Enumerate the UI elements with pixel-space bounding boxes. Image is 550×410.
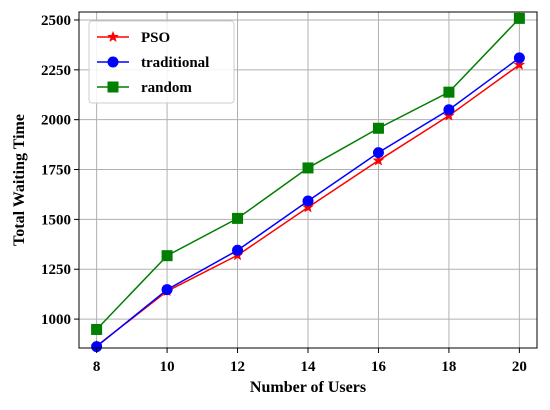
y-tick-label: 1250 [41, 262, 71, 278]
y-tick-label: 2250 [41, 63, 71, 79]
data-point [513, 58, 526, 70]
legend-label: traditional [141, 55, 209, 71]
legend-label: PSO [141, 30, 170, 46]
x-tick-label: 14 [301, 359, 317, 375]
legend-item: random [97, 80, 192, 96]
data-point [232, 212, 244, 224]
data-point [443, 86, 455, 98]
series-traditional [91, 52, 525, 353]
legend-label: random [141, 80, 192, 96]
y-tick-label: 2500 [41, 13, 71, 29]
data-point [443, 104, 455, 116]
data-point [302, 201, 314, 213]
data-point [232, 244, 244, 256]
legend-item: PSO [97, 30, 170, 46]
y-axis-title: Total Waiting Time [11, 114, 28, 246]
legend-swatch-marker [107, 56, 119, 68]
data-point [91, 323, 103, 335]
data-point [513, 52, 525, 64]
x-tick-label: 12 [230, 359, 245, 375]
grid [79, 12, 537, 348]
x-tick-label: 18 [441, 359, 456, 375]
tick-labels: 8 10 12 14 16 18 20 1000 1250 1500 1750 2000 2250 250… [41, 13, 527, 375]
data-point [302, 162, 314, 174]
data-point [302, 195, 314, 207]
legend: PSO traditional random [88, 20, 235, 104]
data-point [513, 12, 525, 24]
x-tick-label: 8 [93, 359, 101, 375]
x-tick-label: 16 [371, 359, 387, 375]
legend-item: traditional [97, 55, 209, 71]
legend-swatch-marker [107, 81, 119, 93]
data-point [161, 284, 173, 296]
data-point [372, 154, 385, 166]
y-tick-label: 1750 [41, 163, 71, 179]
data-point [372, 122, 384, 134]
legend-box [88, 20, 235, 104]
series-random [91, 12, 525, 335]
y-tick-label: 1000 [41, 312, 71, 328]
x-tick-label: 20 [512, 359, 527, 375]
y-tick-label: 1500 [41, 212, 71, 228]
x-tick-label: 10 [160, 359, 175, 375]
legend-swatch-marker [107, 30, 119, 43]
data-point [161, 250, 173, 262]
data-point [372, 147, 384, 159]
y-tick-label: 2000 [41, 113, 71, 129]
series-lines [90, 12, 526, 353]
x-axis-title: Number of Users [250, 379, 366, 396]
